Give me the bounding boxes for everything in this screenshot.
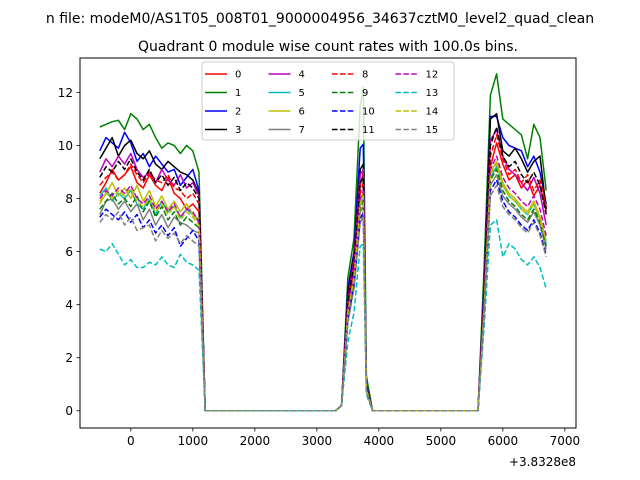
legend-label-8: 8 — [362, 70, 368, 81]
legend-label-2: 2 — [235, 107, 241, 118]
x-tick-label: 0 — [127, 434, 135, 448]
x-tick-label: 2000 — [240, 434, 271, 448]
x-axis: 0 1000 2000 3000 4000 5000 6000 7000 — [127, 428, 580, 448]
legend-label-9: 9 — [362, 88, 368, 99]
legend-label-0: 0 — [235, 70, 241, 81]
legend-label-12: 12 — [426, 70, 439, 81]
figure-suptitle: n file: modeM0/AS1T05_008T01_9000004956_… — [46, 11, 594, 27]
y-tick-label: 6 — [65, 245, 73, 259]
x-tick-label: 7000 — [550, 434, 581, 448]
plot-area — [99, 73, 547, 412]
y-tick-label: 2 — [65, 351, 73, 365]
chart-title: Quadrant 0 module wise count rates with … — [138, 39, 518, 55]
y-tick-label: 4 — [65, 298, 73, 312]
legend-label-6: 6 — [299, 107, 305, 118]
series-line-13 — [99, 219, 547, 412]
x-tick-label: 6000 — [488, 434, 519, 448]
legend-label-1: 1 — [235, 88, 241, 99]
series-line-15 — [99, 184, 547, 412]
legend-label-7: 7 — [299, 125, 305, 136]
axes-frame — [79, 57, 577, 429]
y-tick-label: 8 — [65, 192, 73, 206]
legend-label-11: 11 — [362, 125, 375, 136]
x-tick-label: 5000 — [426, 434, 457, 448]
legend-label-5: 5 — [299, 88, 305, 99]
legend-label-15: 15 — [426, 125, 439, 136]
legend-label-14: 14 — [426, 107, 439, 118]
legend-box — [201, 61, 455, 141]
y-axis: 0 2 4 6 8 10 12 — [58, 86, 80, 418]
legend-label-4: 4 — [299, 70, 305, 81]
x-tick-label: 1000 — [178, 434, 209, 448]
x-tick-label: 3000 — [302, 434, 333, 448]
x-axis-offset-label: +3.8328e8 — [509, 455, 576, 469]
series-line-12 — [99, 155, 547, 412]
y-tick-label: 0 — [65, 404, 73, 418]
y-tick-label: 12 — [58, 86, 73, 100]
x-tick-label: 4000 — [364, 434, 395, 448]
legend-label-3: 3 — [235, 125, 241, 136]
legend-label-13: 13 — [426, 88, 439, 99]
y-tick-label: 10 — [58, 139, 73, 153]
legend-label-10: 10 — [362, 107, 375, 118]
